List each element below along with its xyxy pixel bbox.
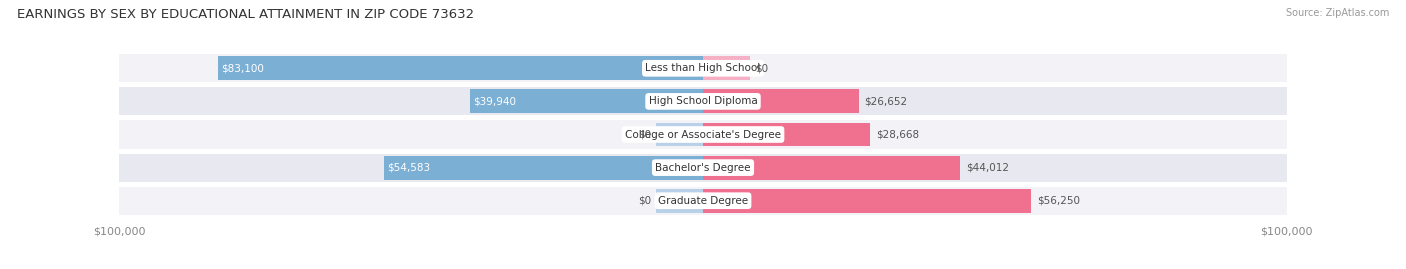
Bar: [384, 156, 703, 179]
Bar: [703, 90, 859, 113]
Bar: [120, 154, 1286, 182]
Text: $0: $0: [755, 63, 769, 73]
Bar: [657, 123, 703, 146]
Text: College or Associate's Degree: College or Associate's Degree: [626, 129, 780, 140]
Text: Graduate Degree: Graduate Degree: [658, 196, 748, 206]
Bar: [703, 123, 870, 146]
Bar: [218, 56, 703, 80]
Bar: [120, 121, 1286, 148]
Text: $28,668: $28,668: [876, 129, 920, 140]
Bar: [657, 189, 703, 213]
Text: $0: $0: [638, 129, 651, 140]
Text: $44,012: $44,012: [966, 162, 1008, 173]
Text: $26,652: $26,652: [865, 96, 907, 107]
Text: High School Diploma: High School Diploma: [648, 96, 758, 107]
Text: $83,100: $83,100: [221, 63, 263, 73]
Bar: [120, 54, 1286, 82]
Bar: [120, 87, 1286, 115]
Text: Bachelor's Degree: Bachelor's Degree: [655, 162, 751, 173]
Bar: [703, 56, 749, 80]
Text: Source: ZipAtlas.com: Source: ZipAtlas.com: [1285, 8, 1389, 18]
Text: Less than High School: Less than High School: [645, 63, 761, 73]
Text: $0: $0: [638, 196, 651, 206]
Bar: [703, 189, 1032, 213]
Text: $39,940: $39,940: [472, 96, 516, 107]
Bar: [470, 90, 703, 113]
Text: $56,250: $56,250: [1038, 196, 1080, 206]
Text: EARNINGS BY SEX BY EDUCATIONAL ATTAINMENT IN ZIP CODE 73632: EARNINGS BY SEX BY EDUCATIONAL ATTAINMEN…: [17, 8, 474, 21]
Bar: [703, 156, 960, 179]
Text: $54,583: $54,583: [387, 162, 430, 173]
Bar: [120, 187, 1286, 215]
